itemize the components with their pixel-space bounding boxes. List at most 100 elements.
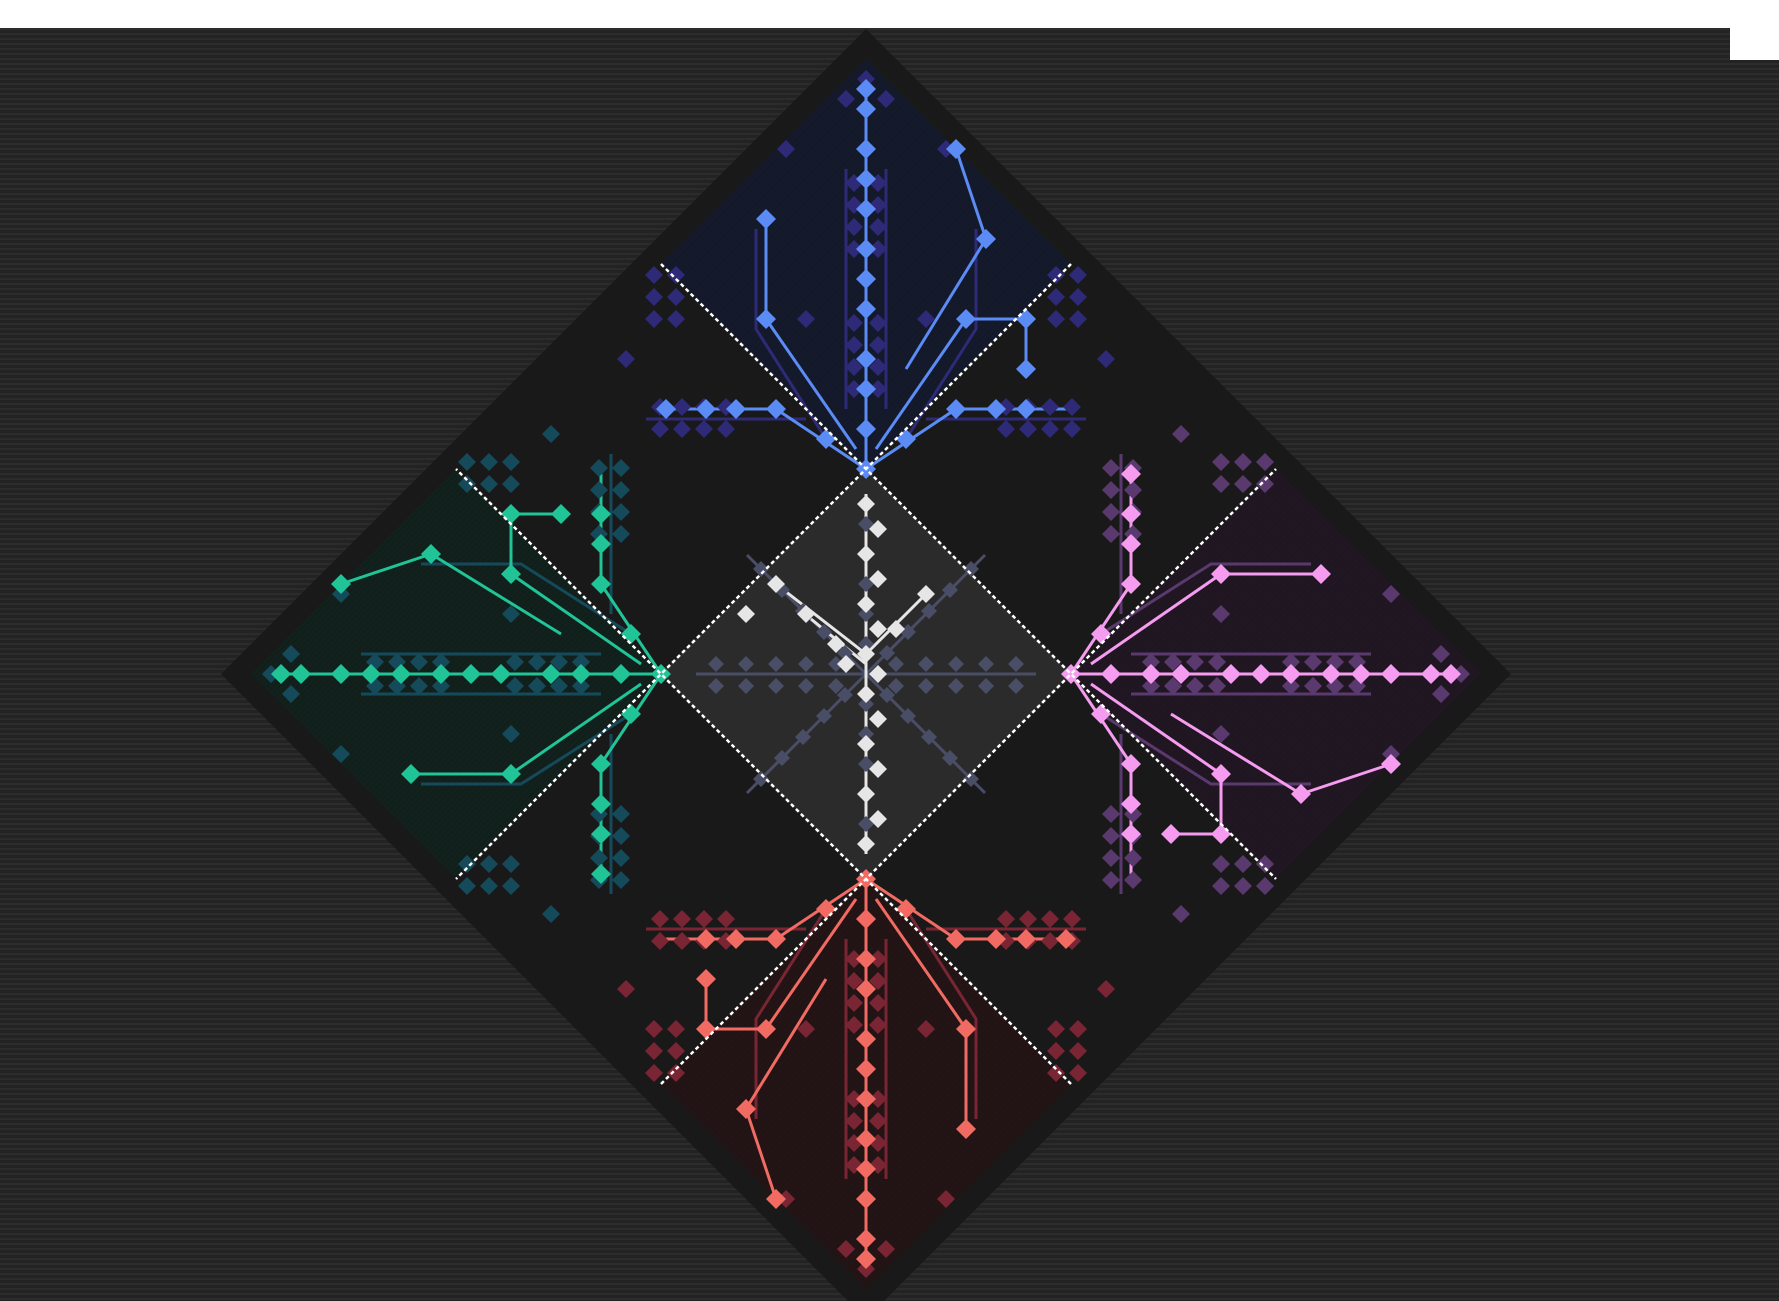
south-inactive-node-4[interactable] [869, 994, 887, 1012]
north-inactive-node-38[interactable] [1047, 310, 1065, 328]
west-active-node-25[interactable] [401, 764, 421, 784]
north-inactive-node-1[interactable] [869, 380, 887, 398]
north-active-node-3[interactable] [856, 349, 876, 369]
core-inactive-node-0-2[interactable] [798, 656, 814, 672]
south-inactive-node-38[interactable] [667, 1020, 685, 1038]
west-active-node-26[interactable] [421, 544, 441, 564]
south-inactive-node-45[interactable] [797, 1020, 815, 1038]
core-active-node-7[interactable] [869, 665, 887, 683]
east-active-node-11[interactable] [1441, 664, 1461, 684]
north-active-node-24[interactable] [756, 309, 776, 329]
south-active-node-19[interactable] [726, 929, 746, 949]
north-active-node-16[interactable] [656, 399, 676, 419]
east-inactive-node-33[interactable] [1212, 453, 1230, 471]
north-inactive-node-43[interactable] [1069, 266, 1087, 284]
east-active-node-2[interactable] [1141, 664, 1161, 684]
north-inactive-node-18[interactable] [695, 420, 713, 438]
south-inactive-node-49[interactable] [617, 980, 635, 998]
south-inactive-node-50[interactable] [877, 1240, 895, 1258]
west-active-node-16[interactable] [591, 864, 611, 884]
west-inactive-node-48[interactable] [542, 905, 560, 923]
west-inactive-node-28[interactable] [612, 481, 630, 499]
core-inactive-node-4-5[interactable] [753, 561, 769, 577]
south-active-node-6[interactable] [856, 1089, 876, 1109]
south-inactive-node-28[interactable] [673, 910, 691, 928]
west-active-node-21[interactable] [501, 564, 521, 584]
east-active-node-25[interactable] [1311, 564, 1331, 584]
south-inactive-node-16[interactable] [997, 910, 1015, 928]
south-active-node-5[interactable] [856, 1059, 876, 1079]
core-inactive-node-0-4-b[interactable] [738, 678, 754, 694]
east-inactive-node-29[interactable] [1124, 849, 1142, 867]
south-inactive-node-31[interactable] [651, 932, 669, 950]
east-inactive-node-26[interactable] [1102, 827, 1120, 845]
east-inactive-node-34[interactable] [1234, 475, 1252, 493]
east-active-node-16[interactable] [1121, 464, 1141, 484]
west-active-node-2[interactable] [571, 664, 591, 684]
south-active-node-11[interactable] [856, 1249, 876, 1269]
west-active-node-7[interactable] [391, 664, 411, 684]
west-inactive-node-50[interactable] [282, 685, 300, 703]
east-active-node-1[interactable] [1101, 664, 1121, 684]
core-inactive-node-1-1[interactable] [888, 656, 904, 672]
north-inactive-node-22[interactable] [651, 420, 669, 438]
core-inactive-node-0-1-b[interactable] [828, 678, 844, 694]
south-inactive-node-11[interactable] [845, 1112, 863, 1130]
west-inactive-node-40[interactable] [480, 475, 498, 493]
west-inactive-node-7[interactable] [506, 653, 524, 671]
core-inactive-node-5-3[interactable] [921, 603, 937, 619]
north-inactive-node-0[interactable] [845, 380, 863, 398]
core-inactive-node-0-5-b[interactable] [708, 678, 724, 694]
east-inactive-node-8[interactable] [1282, 653, 1300, 671]
west-inactive-node-30[interactable] [612, 459, 630, 477]
core-active-node-5[interactable] [869, 620, 887, 638]
west-active-node-19[interactable] [591, 534, 611, 554]
east-active-node-13[interactable] [1121, 574, 1141, 594]
north-active-node-25[interactable] [756, 209, 776, 229]
south-active-node-23[interactable] [696, 969, 716, 989]
south-inactive-node-9[interactable] [845, 1090, 863, 1108]
east-inactive-node-40[interactable] [1234, 855, 1252, 873]
north-inactive-node-11[interactable] [869, 218, 887, 236]
north-inactive-node-29[interactable] [1041, 398, 1059, 416]
west-inactive-node-36[interactable] [458, 855, 476, 873]
core-inactive-node-0-3[interactable] [768, 656, 784, 672]
north-active-node-8[interactable] [856, 169, 876, 189]
core-inactive-node-0-2-b[interactable] [798, 678, 814, 694]
core-inactive-node-1-3[interactable] [948, 656, 964, 672]
core-active-branch-node-6[interactable] [837, 655, 855, 673]
west-active-node-18[interactable] [591, 574, 611, 594]
south-active-node-14[interactable] [986, 929, 1006, 949]
south-active-node-10[interactable] [856, 1229, 876, 1249]
core-active-node-11[interactable] [869, 760, 887, 778]
west-inactive-node-18[interactable] [612, 827, 630, 845]
core-inactive-node-6-3[interactable] [795, 729, 811, 745]
south-inactive-node-44[interactable] [917, 1020, 935, 1038]
west-inactive-node-24[interactable] [612, 525, 630, 543]
east-inactive-node-11[interactable] [1304, 677, 1322, 695]
south-inactive-node-18[interactable] [1019, 910, 1037, 928]
north-inactive-node-5[interactable] [869, 336, 887, 354]
core-inactive-node-4-1[interactable] [837, 645, 853, 661]
east-active-node-18[interactable] [1121, 754, 1141, 774]
west-inactive-node-11[interactable] [410, 653, 428, 671]
east-active-node-4[interactable] [1221, 664, 1241, 684]
west-inactive-node-33[interactable] [502, 877, 520, 895]
north-inactive-node-44[interactable] [797, 310, 815, 328]
west-active-node-11[interactable] [271, 664, 291, 684]
west-inactive-node-16[interactable] [612, 805, 630, 823]
east-inactive-node-6[interactable] [1208, 653, 1226, 671]
north-inactive-node-7[interactable] [869, 314, 887, 332]
south-active-node-15[interactable] [1016, 929, 1036, 949]
west-active-node-24[interactable] [501, 764, 521, 784]
south-inactive-node-2[interactable] [869, 972, 887, 990]
north-inactive-node-8[interactable] [845, 240, 863, 258]
east-inactive-node-18[interactable] [1102, 503, 1120, 521]
south-active-node-18[interactable] [766, 929, 786, 949]
west-inactive-node-34[interactable] [480, 855, 498, 873]
north-active-node-20[interactable] [1016, 399, 1036, 419]
north-inactive-node-2[interactable] [845, 358, 863, 376]
skill-nodes[interactable] [262, 70, 1470, 1278]
core-inactive-node-7-2[interactable] [900, 708, 916, 724]
east-active-node-10[interactable] [1421, 664, 1441, 684]
